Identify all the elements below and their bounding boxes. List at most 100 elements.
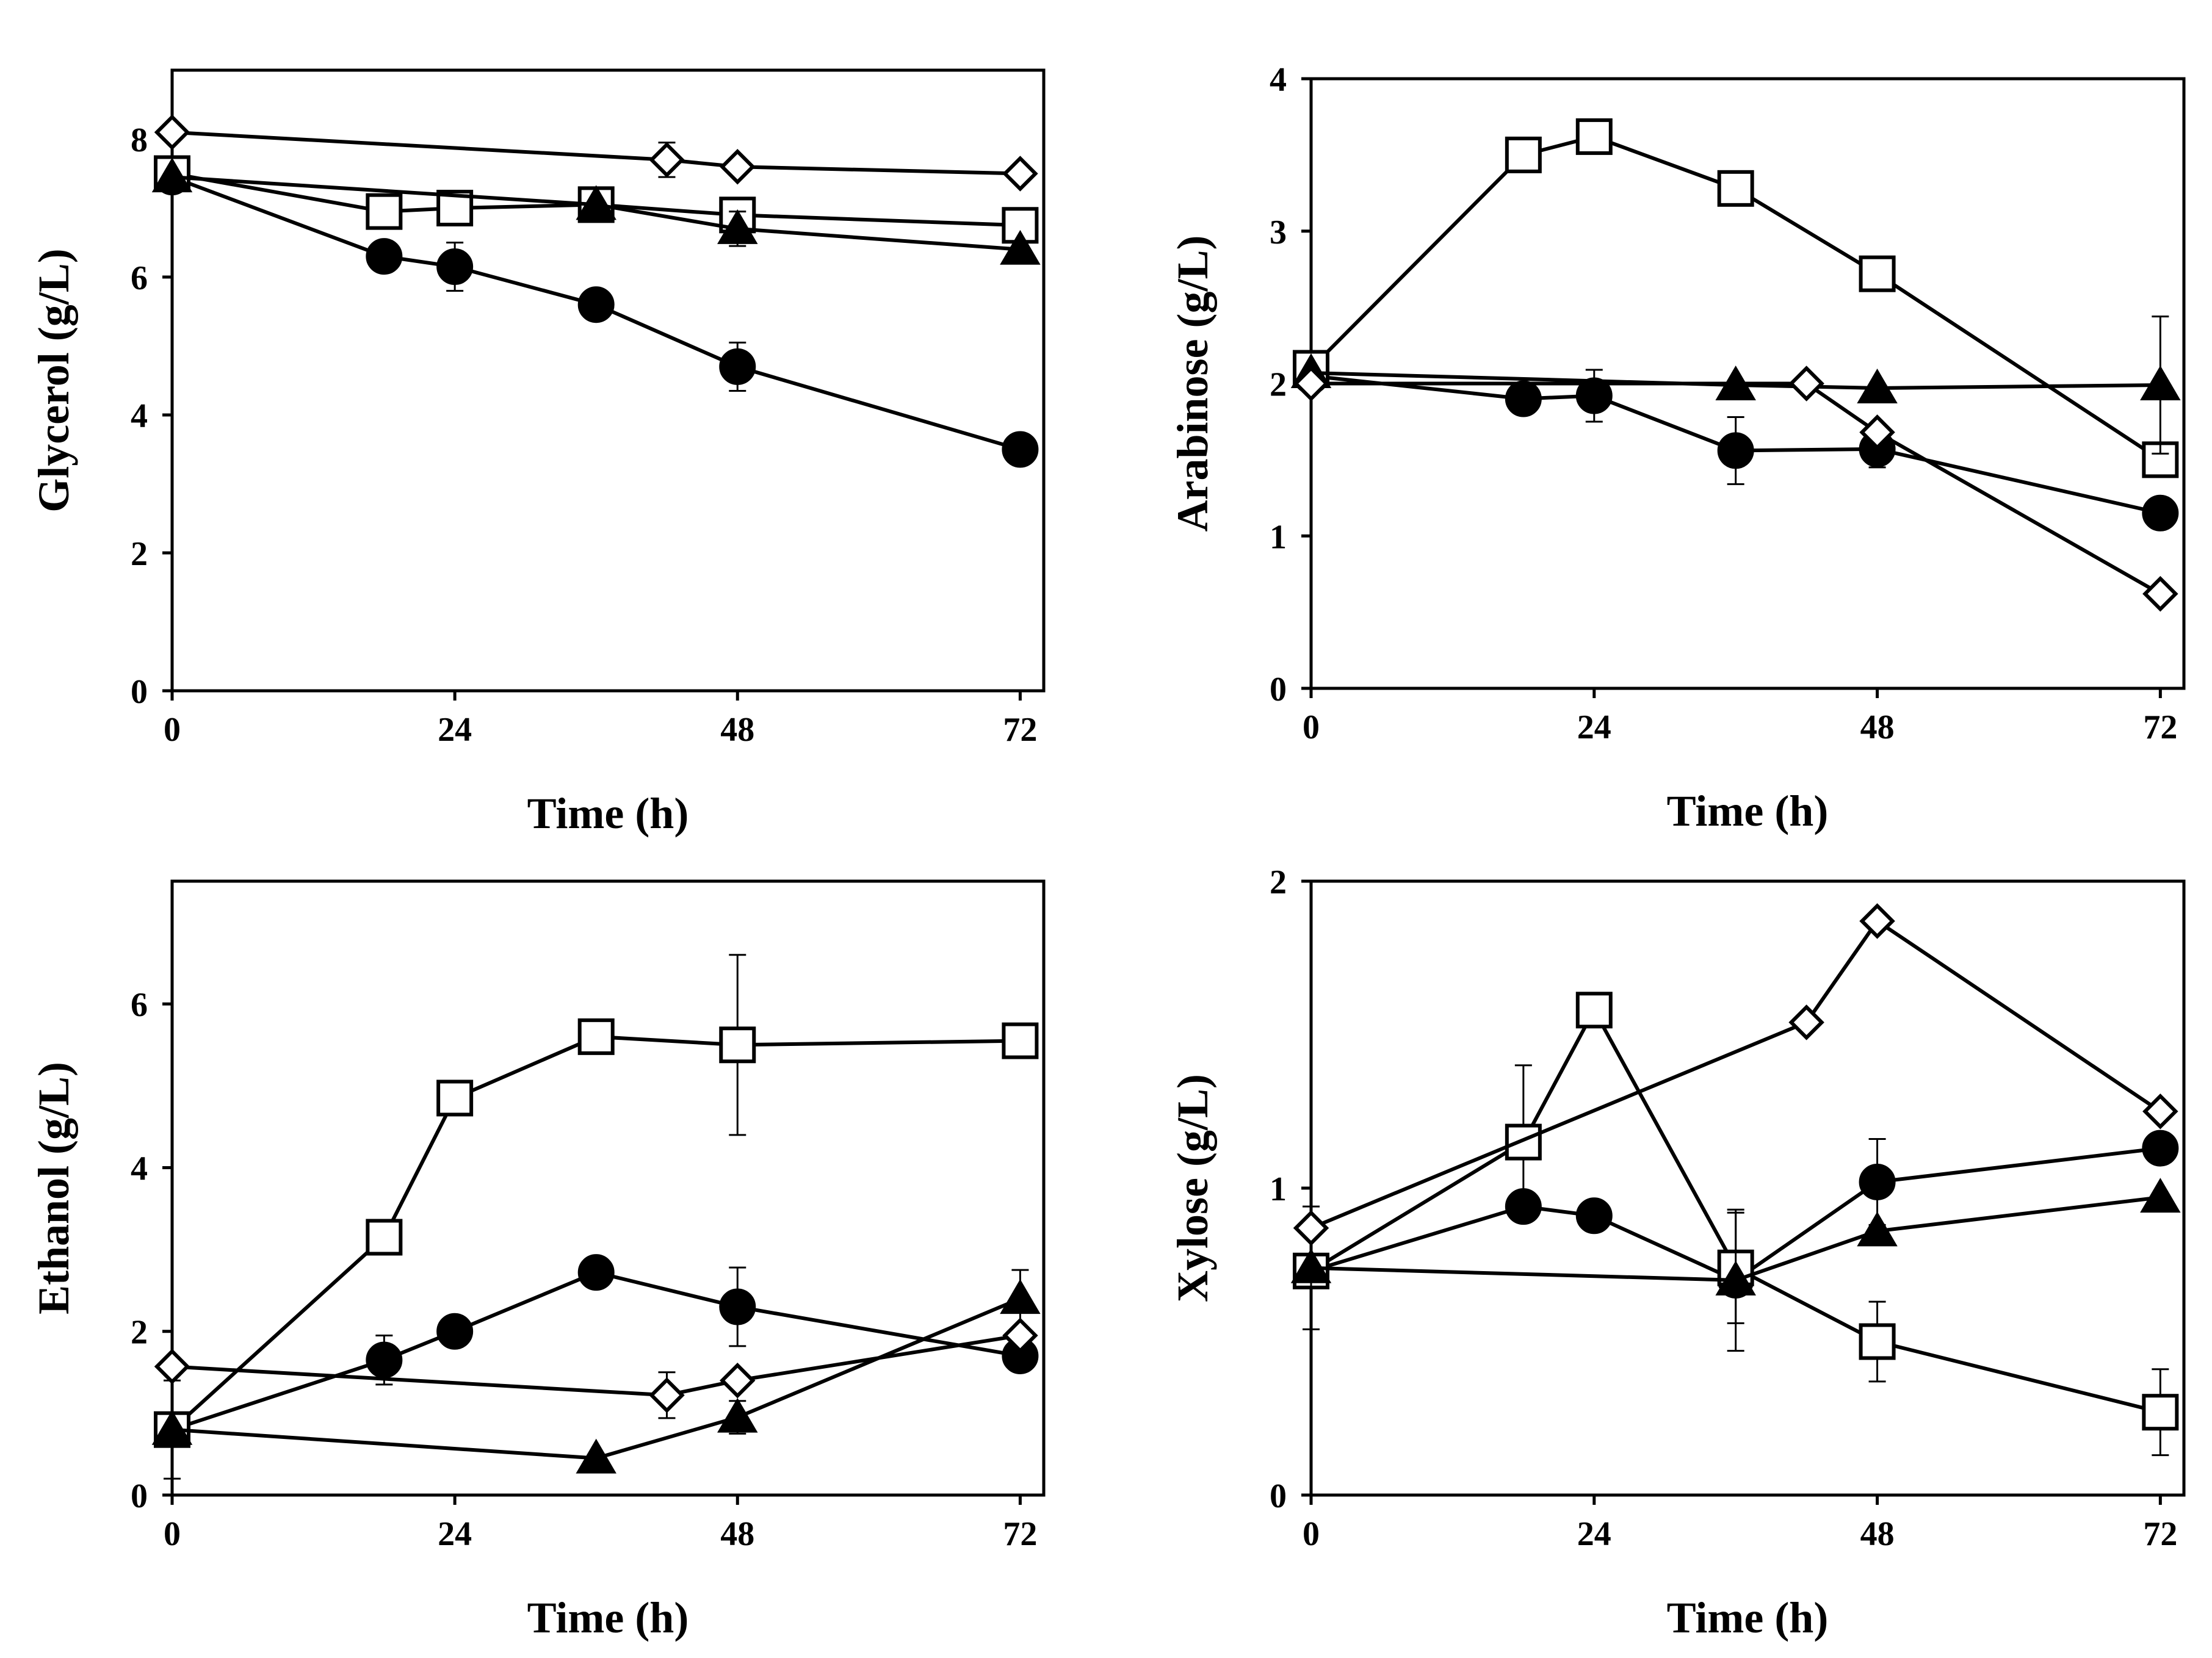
chart-arabinose-series-triangle-point (1857, 369, 1898, 403)
chart-ethanol-series-circle (154, 1254, 1039, 1448)
chart-arabinose-series-diamond-point (1788, 366, 1824, 402)
chart-ethanol-series-square-point (436, 1080, 474, 1117)
chart-arabinose-series-diamond-point (1293, 366, 1329, 402)
chart-arabinose-series-square-point (1859, 255, 1896, 292)
chart-glycerol-y-tick-label: 2 (131, 535, 148, 573)
chart-ethanol-series-diamond-point (649, 1377, 685, 1413)
chart-ethanol-series-circle-point (366, 1341, 403, 1379)
chart-xylose-series-square-point (1859, 1323, 1896, 1360)
chart-xylose-series-circle-point (1575, 1197, 1613, 1234)
chart-ethanol-series-diamond (154, 1317, 1038, 1419)
chart-glycerol-x-tick-label: 0 (164, 711, 181, 749)
chart-ethanol-series-triangle-point (151, 1410, 193, 1445)
chart-xylose-y-tick-label: 2 (1270, 863, 1287, 901)
chart-xylose-series-triangle-point (1857, 1211, 1898, 1247)
chart-ethanol-series-square-point (577, 1018, 615, 1055)
chart-arabinose-x-tick-label: 24 (1577, 708, 1611, 746)
chart-ethanol-series-square-point (366, 1219, 403, 1256)
chart-arabinose-series-diamond (1293, 366, 2178, 612)
chart-glycerol-x-tick-label: 48 (720, 711, 754, 749)
chart-arabinose-series-circle-point (1575, 377, 1613, 414)
chart-glycerol-y-axis-title: Glycerol (g/L) (29, 248, 78, 513)
chart-glycerol-x-tick-label: 72 (1003, 711, 1037, 749)
chart-glycerol-y-tick-label: 8 (131, 121, 148, 159)
chart-xylose-x-axis-title: Time (h) (1667, 1593, 1829, 1642)
chart-ethanol-series-square-point (719, 1026, 756, 1064)
chart-xylose: 0 1 2 0 24 48 72 Time (h) Xylose (g/L) (1168, 863, 2186, 1642)
chart-glycerol-series-square-line (172, 171, 1021, 228)
chart-arabinose-series-diamond-point (1859, 414, 1895, 450)
chart-arabinose-series-diamond-line (1311, 381, 2161, 596)
chart-glycerol-series-triangle-point (151, 157, 193, 193)
chart-ethanol-y-axis-title: Ethanol (g/L) (29, 1062, 78, 1314)
chart-xylose-series-square (1293, 992, 2179, 1457)
chart-glycerol-series-square-point (366, 193, 403, 230)
chart-ethanol-series-diamond-point (720, 1362, 756, 1399)
chart-arabinose-x-axis-title: Time (h) (1667, 787, 1829, 835)
chart-glycerol-y-tick-label: 6 (131, 259, 148, 297)
chart-arabinose-y-tick-label: 0 (1270, 671, 1287, 708)
chart-xylose-series-triangle-point (2140, 1178, 2181, 1213)
chart-xylose-y-axis-title: Xylose (g/L) (1168, 1074, 1217, 1302)
chart-ethanol-y-tick-label: 6 (131, 986, 148, 1024)
chart-ethanol-series-circle-point (577, 1254, 615, 1291)
chart-arabinose: 0 1 2 3 4 0 24 48 72 Time (h) Arabinose (g/L) (1168, 61, 2186, 835)
chart-glycerol-series-triangle-point (717, 209, 758, 244)
chart-ethanol-series-square (154, 954, 1039, 1480)
chart-xylose-series-circle-point (2142, 1130, 2179, 1167)
chart-xylose-series-diamond-line (1310, 918, 2162, 1230)
chart-xylose-series-triangle-point (1290, 1248, 1332, 1283)
chart-ethanol-series-circle-point (719, 1288, 756, 1325)
chart-arabinose-x-tick-label: 72 (2143, 708, 2177, 746)
chart-ethanol-y-tick-label: 0 (131, 1477, 148, 1515)
chart-xylose-series-diamond-point (1859, 903, 1895, 939)
chart-ethanol-plot-frame (170, 879, 1046, 1497)
chart-glycerol-series-circle-point (436, 248, 474, 286)
chart-ethanol-series-triangle-point (1000, 1279, 1041, 1314)
chart-glycerol-series-diamond-point (1002, 156, 1038, 192)
chart-arabinose-x-tick-label: 48 (1860, 708, 1895, 746)
chart-ethanol-series-triangle-line (172, 1297, 1021, 1460)
chart-xylose-y-tick-label: 1 (1270, 1170, 1287, 1208)
chart-arabinose-series-circle-point (2142, 494, 2179, 532)
chart-xylose-series-diamond-point (1293, 1210, 1329, 1246)
chart-arabinose-y-tick-label: 1 (1270, 518, 1287, 556)
chart-ethanol-y-tick-label: 2 (131, 1314, 148, 1352)
chart-xylose-series-diamond-point (1788, 1004, 1824, 1040)
chart-glycerol-series-diamond-point (720, 148, 756, 185)
chart-glycerol-series-diamond-point (649, 142, 685, 178)
chart-glycerol-series-triangle (151, 157, 1041, 265)
chart-arabinose-y-tick-label: 4 (1270, 61, 1287, 99)
chart-glycerol-series-circle-line (171, 175, 1021, 452)
chart-glycerol-series-circle-point (1002, 431, 1039, 468)
chart-arabinose-series-square-point (1575, 118, 1613, 155)
chart-glycerol-series-diamond (154, 114, 1038, 192)
chart-xylose-series-diamond-point (2142, 1094, 2178, 1130)
chart-arabinose-series-circle-point (1505, 380, 1542, 417)
chart-xylose-y-tick-label: 0 (1270, 1477, 1287, 1515)
chart-xylose-series-square-point (2142, 1394, 2179, 1431)
chart-xylose-series-square-line (1310, 1006, 2161, 1415)
chart-ethanol-series-square-point (1002, 1022, 1039, 1059)
chart-glycerol-plot-frame (170, 68, 1046, 693)
chart-arabinose-x-tick-label: 0 (1303, 708, 1320, 746)
chart-arabinose-y-axis-title: Arabinose (g/L) (1168, 236, 1217, 532)
chart-arabinose-y-tick-label: 3 (1270, 214, 1287, 251)
chart-glycerol-series-triangle-point (1000, 229, 1041, 265)
chart-glycerol-x-tick-label: 24 (438, 711, 472, 749)
chart-ethanol-x-tick-label: 24 (438, 1515, 472, 1553)
chart-arabinose-series-diamond-point (2142, 575, 2178, 612)
chart-xylose-series-square-point (1505, 1123, 1542, 1161)
chart-ethanol-series-triangle-point (717, 1397, 758, 1433)
chart-arabinose-series-circle-point (1717, 432, 1754, 469)
chart-ethanol-x-tick-label: 48 (720, 1515, 754, 1553)
chart-ethanol-y-tick-label: 4 (131, 1150, 148, 1188)
chart-ethanol-x-axis-title: Time (h) (527, 1593, 689, 1642)
chart-xylose-x-tick-label: 0 (1303, 1515, 1320, 1553)
chart-glycerol-series-diamond-line (172, 130, 1021, 176)
chart-xylose-series-diamond (1293, 903, 2178, 1246)
chart-xylose-series-triangle-line (1310, 1195, 2161, 1282)
chart-xylose-plot-frame (1309, 879, 2186, 1497)
